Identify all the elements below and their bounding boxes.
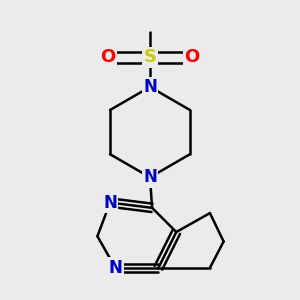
Text: N: N xyxy=(103,194,117,211)
Text: S: S xyxy=(143,49,157,67)
Text: N: N xyxy=(108,259,122,277)
Text: O: O xyxy=(100,49,116,67)
Text: O: O xyxy=(184,49,200,67)
Text: N: N xyxy=(143,168,157,186)
Text: N: N xyxy=(143,78,157,96)
